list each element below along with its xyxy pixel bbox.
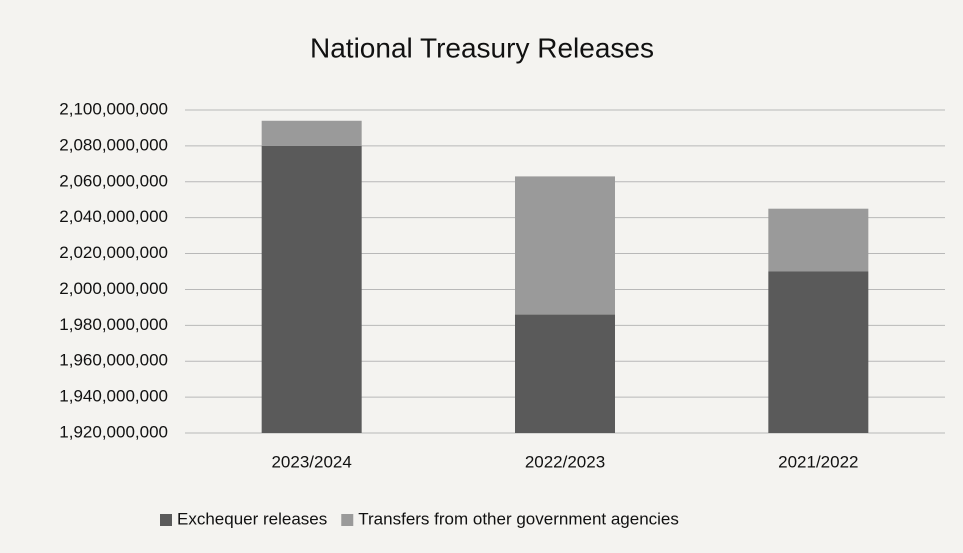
legend-label: Exchequer releases	[177, 509, 327, 528]
y-tick-label: 2,100,000,000	[59, 99, 168, 118]
y-tick-label: 2,020,000,000	[59, 243, 168, 262]
y-tick-label: 1,940,000,000	[59, 387, 168, 406]
x-tick-label: 2021/2022	[778, 452, 858, 471]
bar-segment	[768, 271, 869, 433]
bar-segment	[261, 120, 362, 146]
x-tick-label: 2022/2023	[525, 452, 605, 471]
y-tick-label: 2,080,000,000	[59, 135, 168, 154]
bar-segment	[515, 314, 615, 433]
y-tick-label: 1,980,000,000	[59, 315, 168, 334]
y-tick-label: 2,060,000,000	[59, 171, 168, 190]
chart-title: National Treasury Releases	[310, 32, 654, 63]
bar-segment	[261, 145, 362, 433]
legend-label: Transfers from other government agencies	[358, 509, 679, 528]
y-tick-label: 1,920,000,000	[59, 422, 168, 441]
bar-segment	[768, 208, 869, 272]
x-tick-label: 2023/2024	[271, 452, 351, 471]
y-tick-label: 2,040,000,000	[59, 207, 168, 226]
bar-segment	[515, 176, 615, 315]
legend-swatch	[160, 514, 172, 526]
y-tick-label: 2,000,000,000	[59, 279, 168, 298]
legend-swatch	[341, 514, 354, 526]
y-tick-label: 1,960,000,000	[59, 351, 168, 370]
